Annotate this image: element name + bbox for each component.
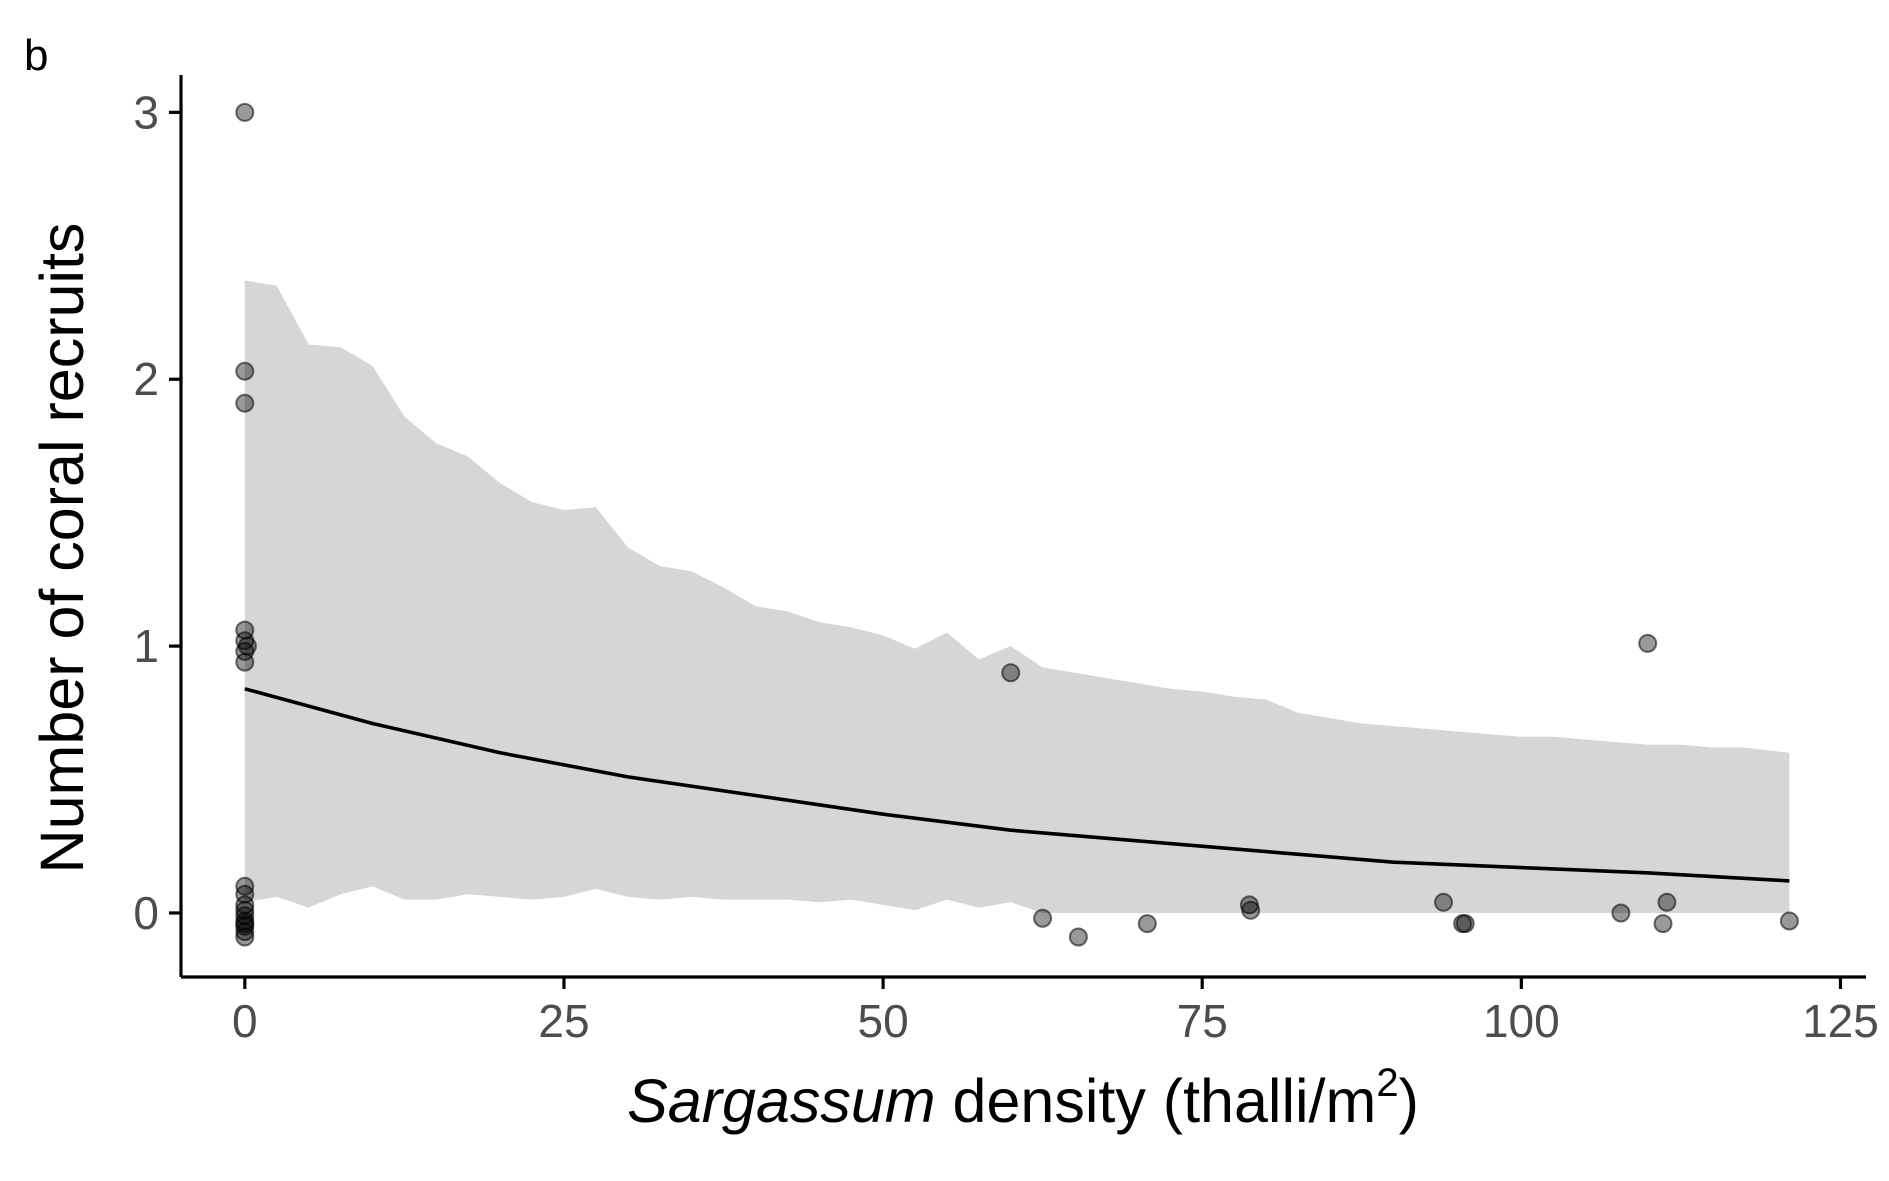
data-point <box>235 102 255 122</box>
data-point <box>1434 892 1453 912</box>
data-point <box>1779 911 1799 931</box>
x-tick-label: 75 <box>1177 995 1228 1047</box>
data-point <box>1653 914 1673 934</box>
x-axis-title: Sargassum density (thalli/m2) <box>627 1061 1419 1135</box>
x-tick-label: 125 <box>1802 995 1879 1047</box>
data-point <box>235 927 255 947</box>
y-tick-label: 3 <box>133 86 159 138</box>
x-tick-label: 0 <box>232 995 258 1047</box>
data-point <box>1137 914 1157 934</box>
confidence-band <box>244 280 1790 913</box>
y-tick-label: 2 <box>133 353 159 405</box>
y-axis-ticks: 0 1 2 3 <box>133 86 181 939</box>
x-axis-title-text: density (thalli/m <box>936 1067 1377 1135</box>
data-point <box>235 922 255 942</box>
data-point <box>235 393 255 413</box>
data-point <box>1638 633 1658 653</box>
data-point <box>1068 927 1088 947</box>
data-point <box>1657 892 1677 912</box>
x-tick-label: 50 <box>857 995 908 1047</box>
data-point <box>235 361 255 381</box>
x-axis-ticks: 0 25 50 75 100 125 <box>232 977 1879 1047</box>
y-axis-title: Number of coral recruits <box>28 223 96 874</box>
x-axis-title-italic: Sargassum <box>627 1067 936 1135</box>
x-tick-label: 100 <box>1483 995 1560 1047</box>
points-layer <box>235 102 1799 947</box>
y-tick-label: 1 <box>133 620 159 672</box>
data-point <box>1001 663 1021 683</box>
x-axis-title-close: ) <box>1399 1067 1419 1135</box>
plot-area <box>235 102 1799 947</box>
data-point <box>1241 900 1261 920</box>
panel-label: b <box>24 31 48 80</box>
data-point <box>1455 914 1475 934</box>
data-point <box>235 652 255 672</box>
data-point <box>1611 903 1631 923</box>
fit-line <box>244 687 1790 883</box>
data-point <box>1033 908 1053 928</box>
x-axis-title-superscript: 2 <box>1376 1061 1398 1105</box>
y-tick-label: 0 <box>133 887 159 939</box>
x-tick-label: 25 <box>538 995 589 1047</box>
